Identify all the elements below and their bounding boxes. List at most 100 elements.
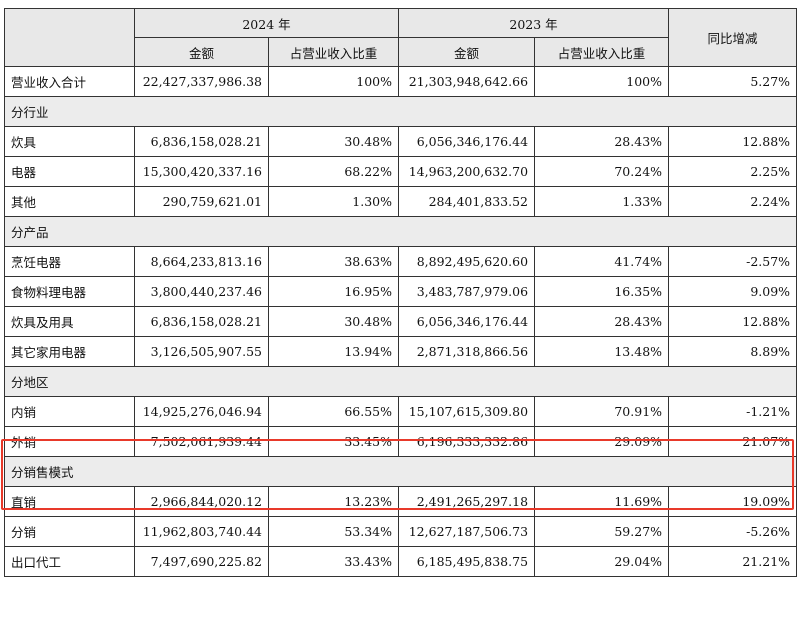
- share-2023: 59.27%: [534, 516, 670, 547]
- share-2024: 13.94%: [267, 336, 400, 367]
- yoy-change: -1.21%: [668, 396, 798, 427]
- share-2023: 29.04%: [534, 546, 670, 577]
- table-row: 食物料理电器 3,800,440,237.46 16.95% 3,483,787,97…: [4, 276, 798, 307]
- amount-2024: 8,664,233,813.16: [134, 246, 269, 277]
- share-2023: 1.33%: [534, 186, 670, 217]
- section-header-row: 分销售模式: [3, 456, 798, 487]
- share-2023: 28.43%: [534, 126, 670, 157]
- yoy-change: 5.27%: [668, 66, 798, 97]
- yoy-change: 9.09%: [668, 276, 798, 307]
- yoy-change: 12.88%: [668, 306, 798, 337]
- amount-2024: 7,502,061,939.44: [134, 426, 269, 457]
- header-amount-2024: 金额: [134, 37, 269, 67]
- share-2023: 70.91%: [534, 396, 670, 427]
- header-share-2024: 占营业收入比重: [267, 37, 400, 67]
- table-row: 烹饪电器 8,664,233,813.16 38.63% 8,892,495,620.…: [4, 246, 798, 277]
- share-2023: 70.24%: [534, 156, 670, 187]
- row-label: 直销: [4, 486, 135, 517]
- share-2024: 33.45%: [267, 426, 400, 457]
- amount-2023: 284,401,833.52: [398, 186, 536, 217]
- amount-2024: 2,966,844,020.12: [134, 486, 269, 517]
- amount-2023: 12,627,187,506.73: [398, 516, 536, 547]
- row-label: 烹饪电器: [4, 246, 135, 277]
- section-title: 分地区: [3, 366, 798, 397]
- share-2024: 100%: [267, 66, 400, 97]
- amount-2024: 15,300,420,337.16: [134, 156, 269, 187]
- share-2024: 16.95%: [267, 276, 400, 307]
- header-year-2024: 2024 年: [133, 8, 400, 38]
- table-row: 分销 11,962,803,740.44 53.34% 12,627,187,506.…: [4, 516, 798, 547]
- share-2024: 30.48%: [267, 126, 400, 157]
- amount-2023: 6,196,333,332.86: [398, 426, 536, 457]
- share-2024: 68.22%: [267, 156, 400, 187]
- row-label: 内销: [4, 396, 135, 427]
- row-label: 食物料理电器: [4, 276, 135, 307]
- yoy-change: -2.57%: [668, 246, 798, 277]
- row-label: 其它家用电器: [4, 336, 135, 367]
- header-yoy: 同比增减: [668, 8, 798, 67]
- yoy-change: 19.09%: [668, 486, 798, 517]
- section-title: 分销售模式: [3, 456, 798, 487]
- yoy-change: 12.88%: [668, 126, 798, 157]
- share-2024: 30.48%: [267, 306, 400, 337]
- amount-2024: 6,836,158,028.21: [134, 126, 269, 157]
- row-label: 营业收入合计: [4, 66, 135, 97]
- share-2024: 33.43%: [267, 546, 400, 577]
- share-2024: 13.23%: [267, 486, 400, 517]
- row-label: 其他: [4, 186, 135, 217]
- header-year-2023: 2023 年: [398, 8, 670, 38]
- table-row: 直销 2,966,844,020.12 13.23% 2,491,265,297.18…: [4, 486, 798, 517]
- amount-2023: 2,491,265,297.18: [398, 486, 536, 517]
- share-2024: 66.55%: [267, 396, 400, 427]
- row-label: 炊具及用具: [4, 306, 135, 337]
- share-2023: 28.43%: [534, 306, 670, 337]
- row-label: 电器: [4, 156, 135, 187]
- revenue-table: 2024 年 2023 年 同比增减 金额 占营业收入比重 金额 占营业收入比重…: [3, 8, 798, 577]
- yoy-change: 21.21%: [668, 546, 798, 577]
- table-row: 电器 15,300,420,337.16 68.22% 14,963,200,632.…: [4, 156, 798, 187]
- section-header-row: 分地区: [3, 366, 798, 397]
- section-title: 分产品: [3, 216, 798, 247]
- yoy-change: 2.25%: [668, 156, 798, 187]
- share-2023: 13.48%: [534, 336, 670, 367]
- amount-2024: 22,427,337,986.38: [134, 66, 269, 97]
- amount-2024: 7,497,690,225.82: [134, 546, 269, 577]
- table-row: 出口代工 7,497,690,225.82 33.43% 6,185,495,838.…: [4, 546, 798, 577]
- share-2024: 38.63%: [267, 246, 400, 277]
- section-header-row: 分行业: [3, 96, 798, 127]
- table-row: 其他 290,759,621.01 1.30% 284,401,833.52 1.33%…: [4, 186, 798, 217]
- row-label: 分销: [4, 516, 135, 547]
- amount-2023: 15,107,615,309.80: [398, 396, 536, 427]
- amount-2024: 11,962,803,740.44: [134, 516, 269, 547]
- total-row: 营业收入合计 22,427,337,986.38 100% 21,303,948…: [4, 66, 798, 97]
- section-header-row: 分产品: [3, 216, 798, 247]
- header-corner-cell: [4, 8, 135, 67]
- amount-2023: 14,963,200,632.70: [398, 156, 536, 187]
- share-2023: 100%: [534, 66, 670, 97]
- amount-2023: 6,056,346,176.44: [398, 306, 536, 337]
- amount-2023: 6,185,495,838.75: [398, 546, 536, 577]
- table-row: 其它家用电器 3,126,505,907.55 13.94% 2,871,318,86…: [4, 336, 798, 367]
- share-2023: 29.09%: [534, 426, 670, 457]
- share-2024: 53.34%: [267, 516, 400, 547]
- table-row: 炊具 6,836,158,028.21 30.48% 6,056,346,176.44…: [4, 126, 798, 157]
- table-row: 内销 14,925,276,046.94 66.55% 15,107,615,309.…: [4, 396, 798, 427]
- table-row: 炊具及用具 6,836,158,028.21 30.48% 6,056,346,176…: [4, 306, 798, 337]
- amount-2024: 290,759,621.01: [134, 186, 269, 217]
- share-2023: 41.74%: [534, 246, 670, 277]
- amount-2024: 14,925,276,046.94: [134, 396, 269, 427]
- yoy-change: 21.07%: [668, 426, 798, 457]
- amount-2024: 6,836,158,028.21: [134, 306, 269, 337]
- section-title: 分行业: [3, 96, 798, 127]
- header-amount-2023: 金额: [398, 37, 536, 67]
- row-label: 外销: [4, 426, 135, 457]
- amount-2023: 8,892,495,620.60: [398, 246, 536, 277]
- share-2024: 1.30%: [267, 186, 400, 217]
- yoy-change: 2.24%: [668, 186, 798, 217]
- header-share-2023: 占营业收入比重: [534, 37, 670, 67]
- yoy-change: -5.26%: [668, 516, 798, 547]
- row-label: 炊具: [4, 126, 135, 157]
- row-label: 出口代工: [4, 546, 135, 577]
- share-2023: 16.35%: [534, 276, 670, 307]
- amount-2023: 21,303,948,642.66: [398, 66, 536, 97]
